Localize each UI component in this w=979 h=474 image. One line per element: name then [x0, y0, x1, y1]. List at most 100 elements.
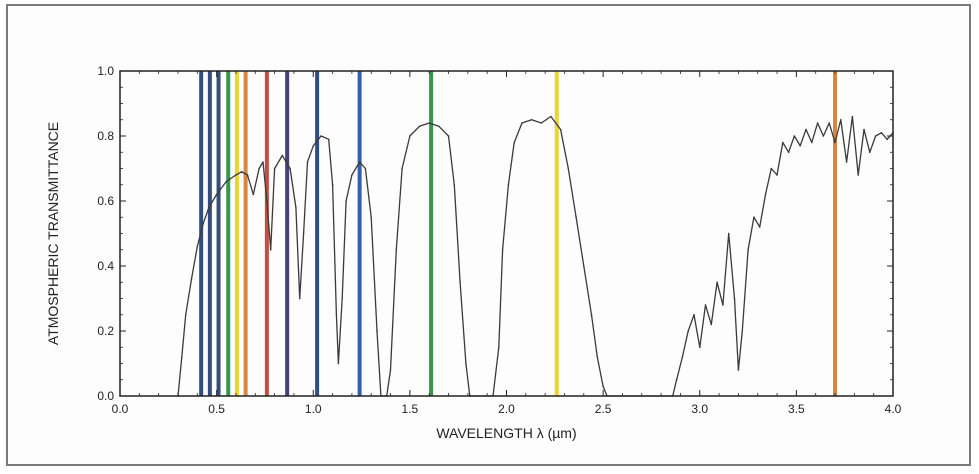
curve-point-6 — [202, 223, 204, 225]
curve-point-79 — [727, 232, 730, 235]
curve-point-86 — [764, 193, 767, 196]
curve-point-67 — [602, 385, 604, 388]
y-axis-title: ATMOSPHERIC TRANSMITTANCE — [45, 122, 61, 345]
curve-point-29 — [335, 314, 338, 316]
curve-layer — [177, 115, 894, 397]
y-tick-label: 0.0 — [97, 389, 114, 403]
curve-point-60 — [550, 115, 552, 118]
curve-point-35 — [364, 167, 367, 170]
curve-point-28 — [331, 184, 334, 186]
curve-point-49 — [459, 281, 461, 284]
curve-point-75 — [704, 304, 707, 306]
curve-point-90 — [787, 151, 790, 154]
x-tick-label: 3.0 — [691, 402, 708, 416]
curve-point-44 — [418, 125, 421, 128]
curve-point-10 — [235, 174, 237, 176]
curve-point-92 — [799, 145, 801, 147]
curve-point-72 — [687, 330, 689, 332]
curve-point-19 — [281, 154, 284, 157]
curve-point-30 — [337, 362, 340, 365]
y-tick-label: 0.2 — [97, 324, 114, 338]
x-tick-label: 0.0 — [112, 402, 129, 416]
curve-point-53 — [498, 346, 500, 349]
x-tick-label: 1.0 — [305, 402, 322, 416]
y-axis-ticks: 0.0 0.2 0.4 0.6 0.8 1.0 — [97, 64, 893, 403]
curve-point-42 — [401, 167, 403, 170]
curve-point-74 — [699, 346, 701, 349]
curve-point-106 — [880, 132, 883, 134]
y-tick-label: 0.6 — [97, 194, 114, 208]
curve-point-105 — [874, 135, 877, 137]
curve-point-27 — [327, 138, 330, 141]
curve-point-50 — [465, 362, 467, 365]
band-markers — [199, 71, 838, 396]
curve-point-70 — [675, 379, 678, 381]
curve-point-104 — [869, 151, 871, 154]
curve-point-62 — [567, 167, 570, 170]
curve-point-80 — [733, 297, 736, 300]
curve-point-20 — [289, 167, 291, 170]
curve-point-76 — [710, 323, 713, 326]
curve-point-47 — [447, 135, 450, 137]
curve-point-58 — [530, 119, 533, 121]
curve-point-37 — [376, 330, 378, 332]
curve-point-101 — [851, 115, 854, 118]
curve-point-11 — [240, 171, 243, 173]
curve-point-8 — [215, 193, 218, 196]
x-axis-ticks: 0.0 0.5 1.0 1.5 2.0 2.5 3.0 3.5 4.0 — [112, 71, 902, 416]
x-tick-label: 4.0 — [885, 402, 902, 416]
curve-point-45 — [428, 122, 431, 124]
x-tick-label: 2.5 — [595, 402, 612, 416]
curve-point-61 — [559, 128, 562, 131]
curve-point-59 — [540, 122, 543, 124]
curve-point-83 — [747, 249, 749, 251]
chart-frame — [6, 4, 971, 466]
curve-point-41 — [395, 249, 398, 251]
curve-point-48 — [453, 184, 456, 186]
x-tick-label: 0.5 — [208, 402, 225, 416]
curve-point-99 — [840, 119, 842, 121]
curve-point-91 — [793, 135, 796, 137]
curve-point-17 — [269, 249, 272, 251]
curve-point-84 — [753, 216, 755, 218]
curve-point-23 — [302, 232, 305, 235]
curve-point-64 — [583, 265, 585, 267]
curve-point-7 — [208, 206, 210, 209]
y-tick-label: 1.0 — [97, 64, 114, 78]
y-tick-label: 0.4 — [97, 259, 114, 273]
curve-point-71 — [681, 356, 684, 358]
curve-point-36 — [370, 216, 373, 218]
curve-point-5 — [196, 245, 199, 248]
curve-point-94 — [811, 141, 813, 144]
x-axis-title: WAVELENGTH λ (µm) — [436, 425, 576, 441]
curve-point-57 — [521, 122, 523, 124]
curve-point-9 — [225, 180, 228, 183]
curve-point-33 — [351, 174, 353, 176]
curve-point-46 — [438, 125, 440, 128]
curve-point-18 — [273, 167, 276, 170]
curve-point-32 — [345, 200, 347, 202]
curve-point-13 — [252, 193, 255, 196]
curve-point-82 — [741, 330, 744, 332]
curve-point-87 — [770, 167, 773, 170]
curve-point-66 — [596, 356, 599, 358]
curve-point-43 — [409, 135, 411, 137]
curve-point-34 — [358, 161, 361, 163]
curve-point-24 — [306, 161, 309, 163]
curve-point-89 — [782, 141, 784, 144]
curve-point-96 — [822, 135, 825, 137]
curve-point-16 — [266, 200, 268, 202]
curve-point-31 — [341, 297, 344, 300]
curve-point-63 — [575, 216, 577, 218]
curve-point-25 — [312, 145, 315, 147]
curve-point-73 — [693, 314, 695, 316]
curve-point-97 — [828, 122, 830, 124]
transmittance-curve — [177, 115, 894, 397]
curve-point-21 — [295, 206, 297, 209]
curve-point-3 — [184, 314, 187, 316]
curve-point-15 — [262, 161, 264, 163]
x-tick-label: 3.5 — [788, 402, 805, 416]
y-tick-label: 0.8 — [97, 129, 114, 143]
curve-point-95 — [816, 122, 819, 124]
